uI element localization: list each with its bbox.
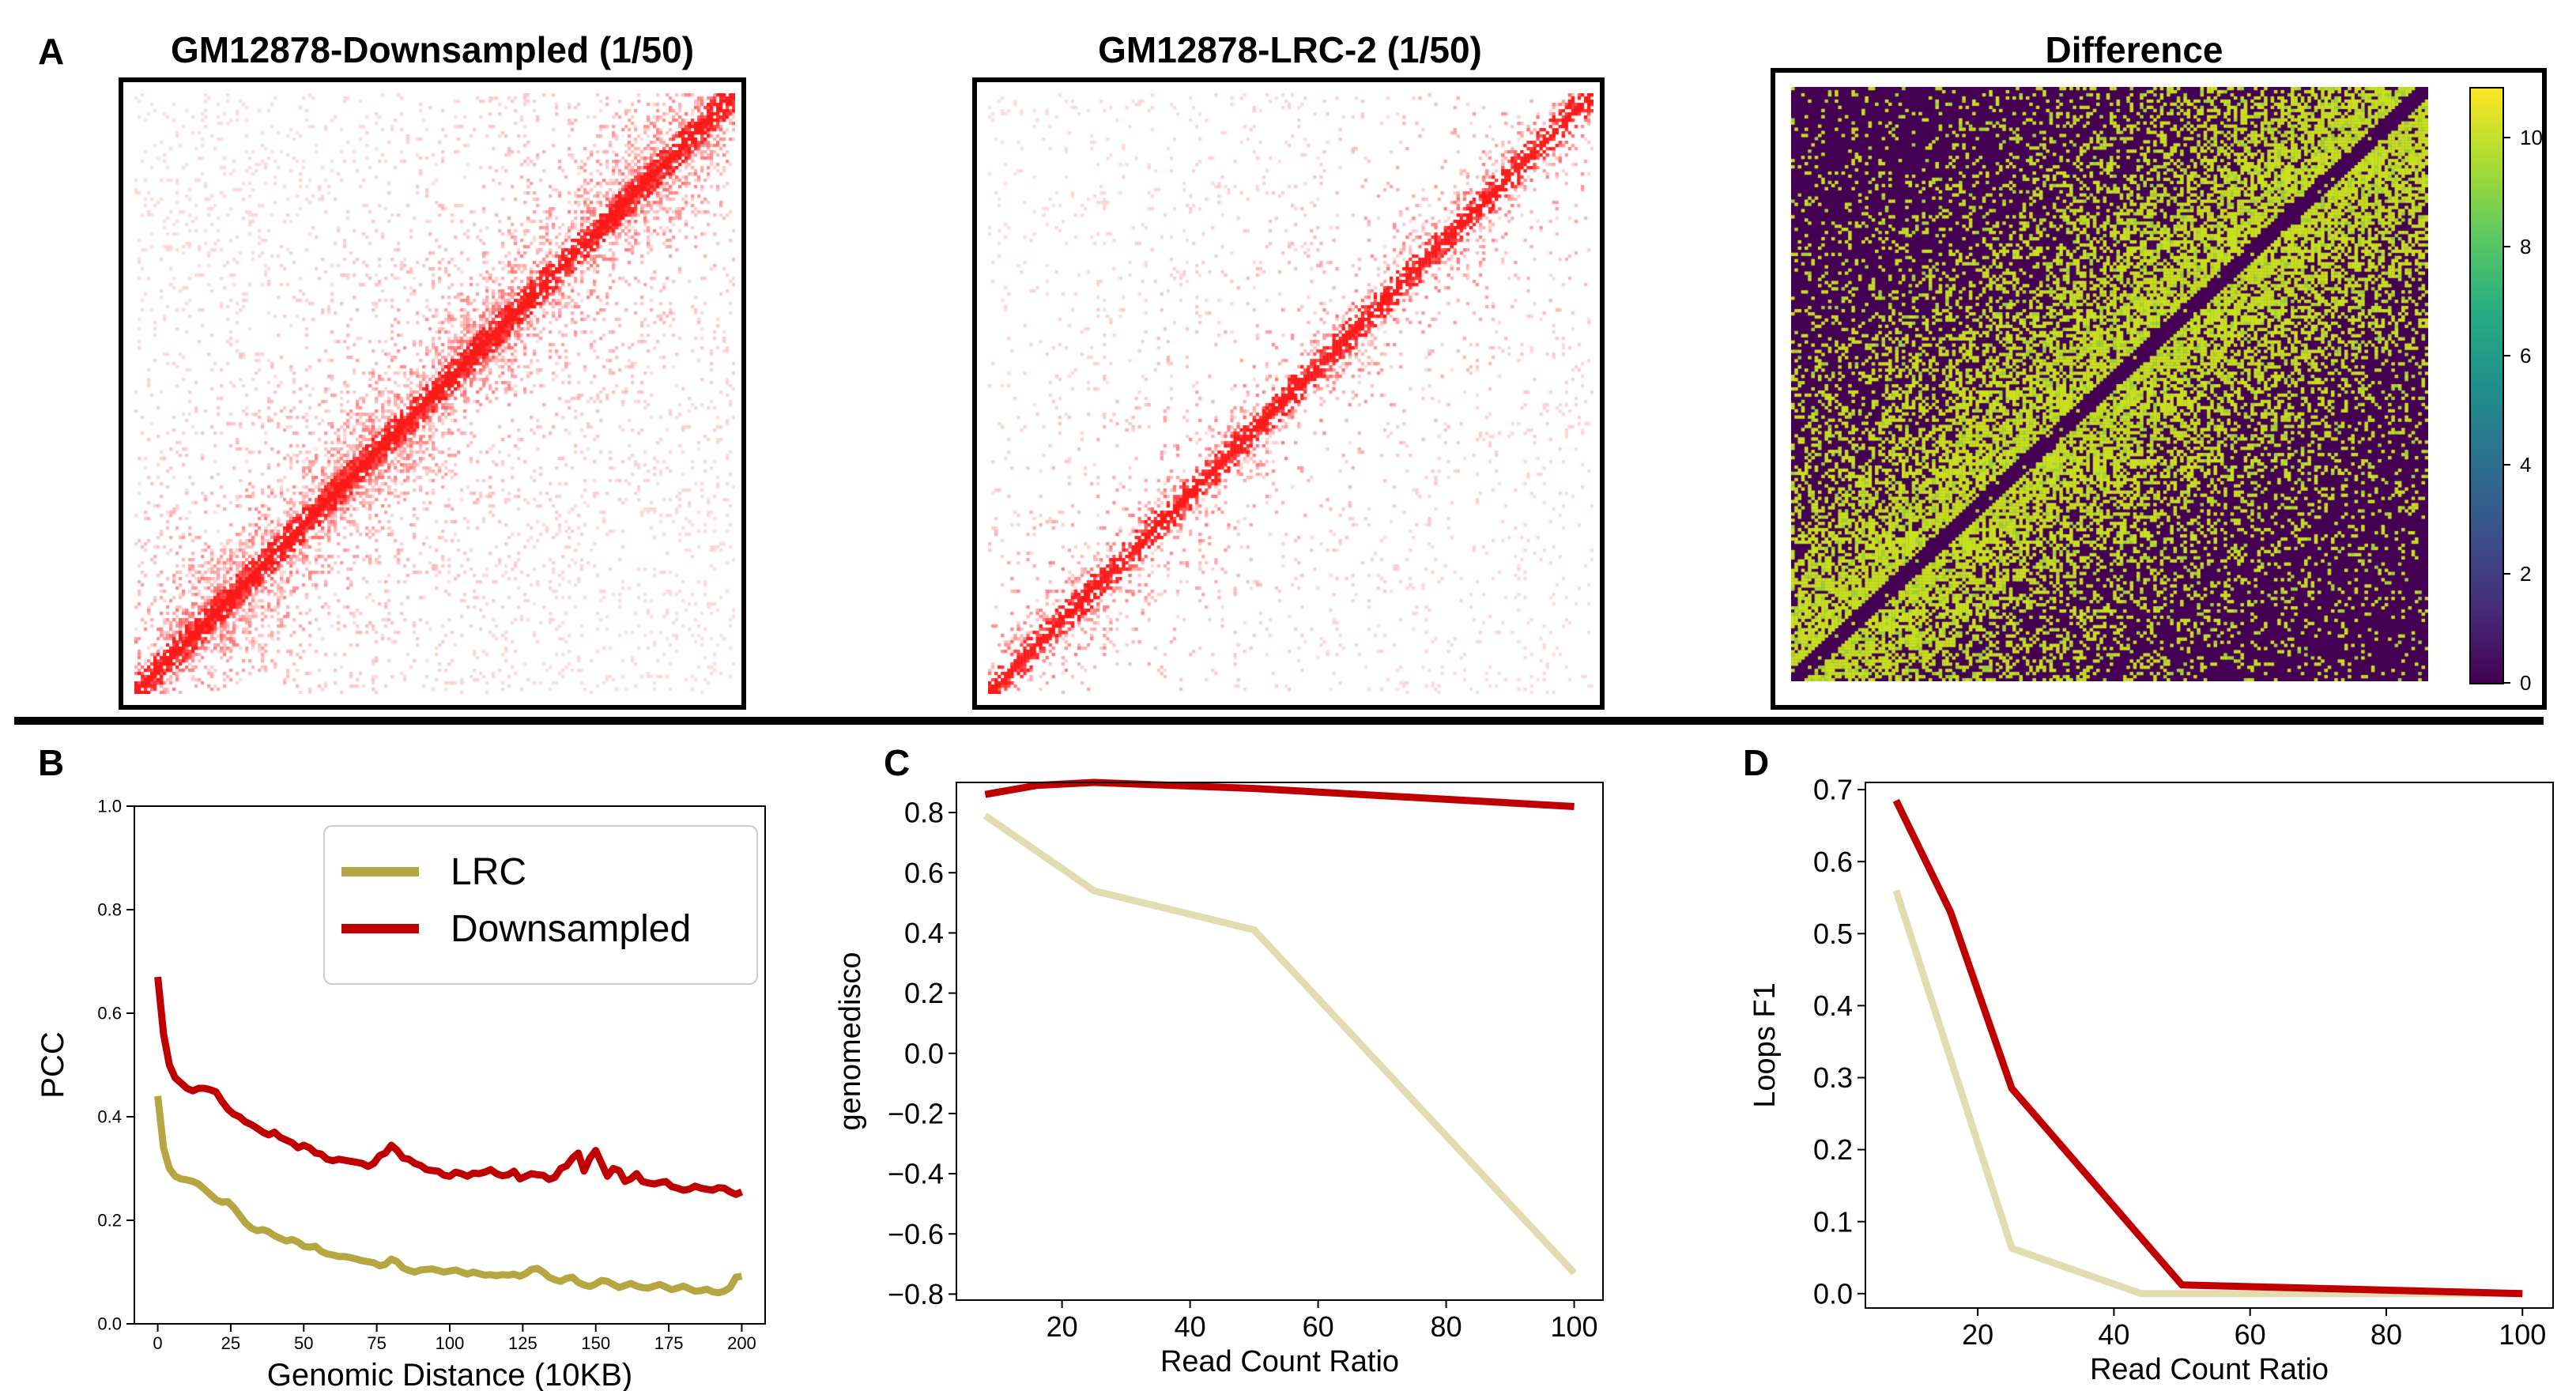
colorbar [2469, 87, 2504, 684]
x-tick-label: 0 [153, 1333, 162, 1353]
y-tick-label: −0.8 [888, 1278, 944, 1310]
plot-area-frame [956, 782, 1604, 1301]
section-divider [14, 717, 2544, 725]
colorbar-axis: 0 2 4 6 8 10 [2502, 126, 2543, 695]
y-tick-label: 0.2 [1813, 1133, 1853, 1166]
series-line-downsampled [984, 778, 1575, 810]
x-tick-label: 40 [2098, 1318, 2129, 1351]
x-tick-label: 50 [294, 1333, 313, 1353]
y-axis-label: Loops F1 [1748, 982, 1782, 1107]
series-line-lrc [154, 1095, 743, 1297]
heatmap-downsampled [134, 93, 735, 694]
legend-label-lrc: LRC [451, 851, 526, 893]
y-tick-label: 0.0 [904, 1037, 944, 1069]
y-axis-label: genomedisco [834, 952, 867, 1130]
colorbar-tick-label: 8 [2520, 235, 2531, 258]
x-tick-label: 20 [1047, 1310, 1078, 1343]
y-tick-label: 0.2 [904, 977, 944, 1009]
series-line-downsampled [1892, 798, 2523, 1298]
x-tick-label: 125 [508, 1333, 537, 1353]
heatmap-difference [1791, 87, 2428, 681]
x-tick-label: 75 [367, 1333, 386, 1353]
y-tick-label: 0.4 [1813, 990, 1853, 1022]
y-tick-label: 1.0 [97, 797, 122, 816]
x-tick-label: 80 [1431, 1310, 1462, 1343]
y-tick-label: 0.0 [1813, 1277, 1853, 1310]
y-tick-label: 0.4 [904, 917, 944, 949]
chart-d-loops-f1: 20 40 60 80 100 0.0 0.1 0.2 0.3 0.4 0.5 0.6 0.7 Read … [1748, 774, 2554, 1386]
y-tick-label: −0.4 [888, 1158, 944, 1190]
x-tick-label: 175 [654, 1333, 684, 1353]
y-tick-label: 0.3 [1813, 1061, 1853, 1094]
panel-label-c: C [884, 742, 911, 783]
y-tick-label: 0.8 [97, 900, 122, 920]
colorbar-tick-label: 2 [2520, 562, 2531, 586]
panel-label-d: D [1743, 742, 1770, 783]
series-line-lrc [1892, 889, 2523, 1298]
panel-label-a: A [38, 31, 65, 72]
y-tick-label: 0.1 [1813, 1205, 1853, 1238]
colorbar-tick-label: 0 [2520, 671, 2531, 695]
colorbar-tick-label: 6 [2520, 344, 2531, 368]
heatmap-downsampled-frame [119, 77, 746, 710]
y-tick-label: 0.6 [97, 1004, 122, 1023]
x-axis-label: Read Count Ratio [2090, 1353, 2329, 1386]
x-axis-label: Genomic Distance (10KB) [267, 1358, 632, 1391]
y-tick-label: 0.2 [97, 1211, 122, 1231]
plot-area-frame [1865, 782, 2554, 1309]
x-tick-label: 20 [1962, 1318, 1993, 1351]
x-tick-label: 40 [1175, 1310, 1206, 1343]
x-tick-label: 100 [436, 1333, 465, 1353]
x-tick-label: 100 [2499, 1318, 2546, 1351]
x-tick-label: 150 [581, 1333, 610, 1353]
legend-label-downsampled: Downsampled [451, 908, 691, 950]
heatmap-title-downsampled: GM12878-Downsampled (1/50) [170, 29, 695, 70]
y-tick-label: 0.0 [97, 1314, 122, 1334]
colorbar-tick-label: 4 [2520, 453, 2531, 477]
legend-box [323, 825, 758, 985]
y-tick-label: −0.6 [888, 1218, 944, 1250]
y-axis-label: PCC [36, 1031, 70, 1098]
y-tick-label: 0.6 [904, 857, 944, 889]
heatmap-lrc [988, 93, 1593, 694]
x-tick-label: 100 [1551, 1310, 1598, 1343]
y-tick-label: 0.4 [97, 1107, 122, 1127]
series-line-lrc [983, 812, 1577, 1276]
chart-c-genomedisco: 20 40 60 80 100 −0.8 −0.6 −0.4 −0.2 0.0 0.2 0.4 0.6 0… [834, 778, 1604, 1378]
x-tick-label: 200 [727, 1333, 756, 1353]
heatmap-title-lrc: GM12878-LRC-2 (1/50) [1098, 29, 1482, 70]
y-tick-label: 0.7 [1813, 774, 1853, 806]
heatmap-difference-frame: 0 2 4 6 8 10 [1771, 68, 2547, 710]
x-tick-label: 60 [2235, 1318, 2266, 1351]
x-axis-label: Read Count Ratio [1160, 1345, 1399, 1378]
heatmap-lrc-frame [972, 77, 1605, 710]
y-tick-label: 0.6 [1813, 846, 1853, 878]
x-tick-label: 80 [2370, 1318, 2402, 1351]
y-tick-label: −0.2 [888, 1097, 944, 1129]
chart-b-pcc: 0 25 50 75 100 125 150 175 200 0.0 0.2 0.4 0.6 0.8 1.0… [36, 797, 766, 1391]
y-tick-label: 0.5 [1813, 918, 1853, 950]
x-tick-label: 60 [1303, 1310, 1334, 1343]
series-line-downsampled [154, 976, 744, 1198]
heatmap-title-difference: Difference [2045, 29, 2223, 70]
y-tick-label: 0.8 [904, 797, 944, 829]
x-tick-label: 25 [221, 1333, 240, 1353]
panel-label-b: B [38, 742, 65, 783]
colorbar-tick-label: 10 [2520, 126, 2543, 149]
